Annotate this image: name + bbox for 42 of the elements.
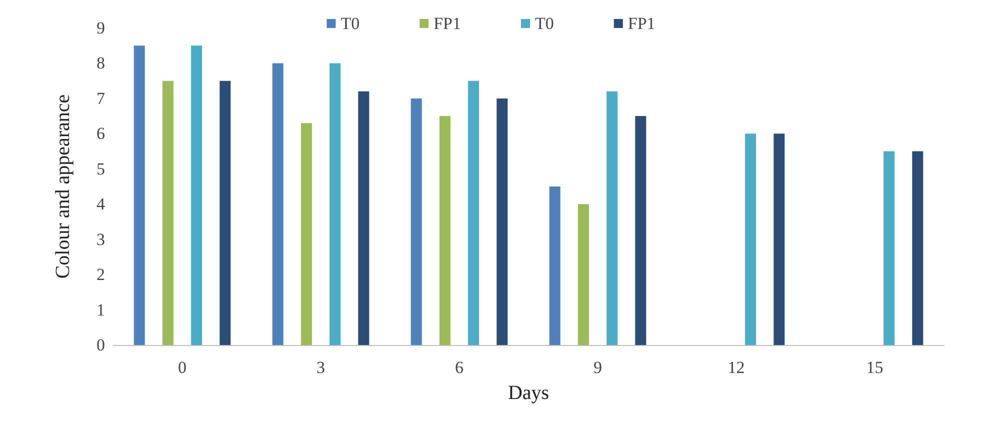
legend-label: FP1 [628,14,656,33]
bar [578,204,589,345]
bar [358,91,370,345]
y-tick-label: 7 [96,88,106,108]
bar [745,134,756,345]
bar [439,116,450,345]
y-tick-label: 9 [96,18,105,38]
y-tick-label: 6 [96,124,105,144]
legend-label: T0 [535,14,554,33]
bar [300,123,312,345]
legend-label: T0 [340,14,360,33]
bar [191,46,202,345]
bar [635,116,646,345]
x-tick-label: 9 [594,358,602,377]
x-tick-label: 0 [178,358,186,377]
y-tick-label: 0 [96,336,105,354]
bar [774,134,785,345]
x-tick-label: 6 [455,358,464,377]
x-tick-label: 15 [866,358,884,377]
y-tick-label: 5 [96,159,105,178]
bar [272,63,284,345]
bar [606,91,618,345]
bar [912,151,924,345]
y-tick-label: 1 [96,300,105,320]
y-tick-label: 8 [96,54,105,73]
bar [884,151,895,345]
y-axis-title: Colour and appearance [52,94,74,279]
bar [330,63,341,345]
bar [220,80,231,345]
y-tick-label: 4 [96,194,106,214]
legend-label: FP1 [434,14,462,33]
bar [468,80,480,345]
bar [496,98,508,345]
x-tick-label: 3 [316,358,325,377]
bar [162,80,174,345]
bar [410,98,422,345]
y-tick-label: 2 [96,265,105,284]
x-tick-label: 12 [728,358,745,377]
y-tick-label: 3 [96,230,105,249]
bar [549,186,560,345]
x-axis-title: Days [508,382,550,404]
bar [134,46,145,345]
